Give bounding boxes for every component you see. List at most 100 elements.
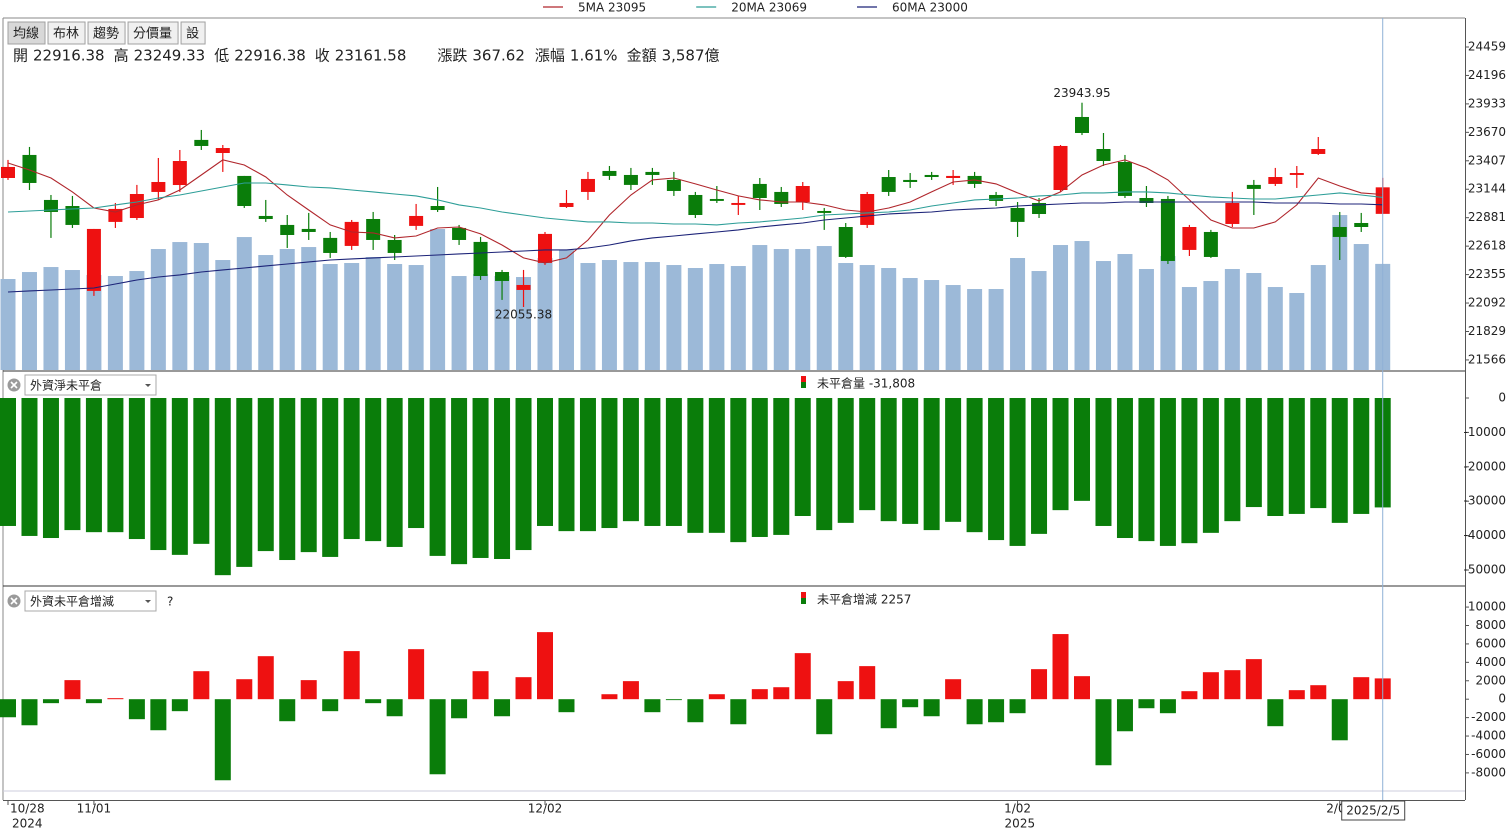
- indicator-select[interactable]: [24, 590, 157, 612]
- volume-bar: [387, 264, 403, 370]
- volume-bar: [0, 279, 16, 370]
- candle-body: [151, 181, 166, 192]
- legend-swatch-down: [801, 598, 806, 604]
- candle-body: [1332, 226, 1347, 237]
- volume-bar: [1224, 269, 1240, 370]
- bar: [429, 398, 446, 556]
- volume-bar: [451, 276, 467, 370]
- help-link[interactable]: ?: [167, 595, 173, 609]
- bar: [451, 398, 468, 565]
- bar: [1052, 398, 1069, 511]
- moving-average-line: [7, 201, 1383, 293]
- bar: [322, 699, 339, 712]
- bar: [859, 398, 876, 511]
- candle-body: [1096, 148, 1111, 162]
- candle-body: [989, 194, 1004, 201]
- candle-body: [903, 179, 918, 182]
- bar: [1095, 699, 1112, 766]
- bar: [1009, 398, 1026, 546]
- y-tick-label: -50000: [1463, 563, 1506, 577]
- toolbar-button[interactable]: [47, 21, 86, 45]
- bar: [816, 398, 833, 531]
- volume-bar: [1117, 254, 1133, 370]
- bar: [1288, 690, 1305, 700]
- volume-bar: [601, 260, 617, 370]
- bar: [0, 398, 16, 526]
- bar: [773, 687, 790, 700]
- candle-body: [194, 139, 209, 146]
- info-value: 1.61%: [570, 47, 618, 65]
- toolbar-button[interactable]: [180, 21, 206, 45]
- candle-body: [1053, 145, 1068, 190]
- toolbar-button[interactable]: [87, 21, 126, 45]
- bar: [42, 699, 59, 704]
- bar: [128, 398, 145, 540]
- bar: [1009, 699, 1026, 714]
- volume-bar: [924, 280, 940, 370]
- bar: [1202, 672, 1219, 700]
- toolbar-button[interactable]: [127, 21, 179, 45]
- legend-label: 20MA 23069: [731, 1, 807, 15]
- bar: [107, 398, 124, 533]
- y-tick-label: 23670: [1468, 125, 1506, 139]
- volume-bar: [1074, 241, 1090, 370]
- close-icon-cross: [10, 597, 18, 605]
- bar: [687, 699, 704, 723]
- indicator-select[interactable]: [24, 374, 157, 396]
- bar: [923, 699, 940, 717]
- y-tick-label: 0: [1498, 692, 1506, 706]
- y-tick-label: 23144: [1468, 182, 1506, 196]
- volume-bar: [473, 274, 489, 370]
- close-icon-cross: [10, 381, 18, 389]
- bar: [64, 680, 81, 700]
- volume-bar: [752, 245, 768, 370]
- bar: [0, 699, 16, 718]
- legend-label: 60MA 23000: [892, 1, 968, 15]
- bar: [236, 398, 253, 567]
- candle-body: [65, 206, 80, 225]
- toolbar-button-label: 設: [186, 26, 199, 42]
- info-label: 高: [114, 47, 129, 65]
- volume-bar: [537, 258, 553, 370]
- bar: [107, 698, 124, 700]
- candle-body: [881, 177, 896, 192]
- candle-body: [795, 185, 810, 203]
- x-tick-label: 11/01: [77, 802, 112, 816]
- candle-body: [323, 237, 338, 253]
- info-label: 漲幅: [535, 47, 565, 65]
- candle-body: [580, 178, 595, 192]
- bar: [880, 699, 897, 729]
- candle-body: [516, 284, 531, 290]
- y-tick-label: -10000: [1463, 425, 1506, 439]
- volume-bar: [430, 229, 446, 370]
- volume-bar: [1353, 244, 1369, 370]
- bar: [21, 699, 38, 726]
- bar: [622, 398, 639, 522]
- candle-body: [1246, 184, 1261, 189]
- candle-body: [1354, 222, 1369, 227]
- volume-bar: [967, 289, 983, 370]
- bar: [365, 398, 382, 542]
- bar: [1310, 685, 1327, 700]
- volume-bar: [881, 268, 897, 370]
- candle-body: [495, 271, 510, 281]
- candle-body: [473, 241, 488, 276]
- bar: [558, 398, 575, 532]
- bar: [1181, 398, 1198, 544]
- candle-body: [43, 199, 58, 212]
- bar: [515, 677, 532, 700]
- volume-bar: [687, 268, 703, 370]
- bar: [687, 398, 704, 533]
- volume-bar: [1181, 287, 1197, 370]
- volume-bar: [902, 278, 918, 370]
- bar: [408, 649, 425, 700]
- bar: [494, 398, 511, 559]
- bar: [193, 398, 210, 544]
- volume-bar: [1160, 256, 1176, 370]
- bar: [1095, 398, 1112, 526]
- toolbar-button[interactable]: [7, 21, 46, 45]
- bar: [923, 398, 940, 531]
- bar: [128, 699, 145, 720]
- candle-body: [258, 215, 273, 219]
- candle-body: [559, 202, 574, 207]
